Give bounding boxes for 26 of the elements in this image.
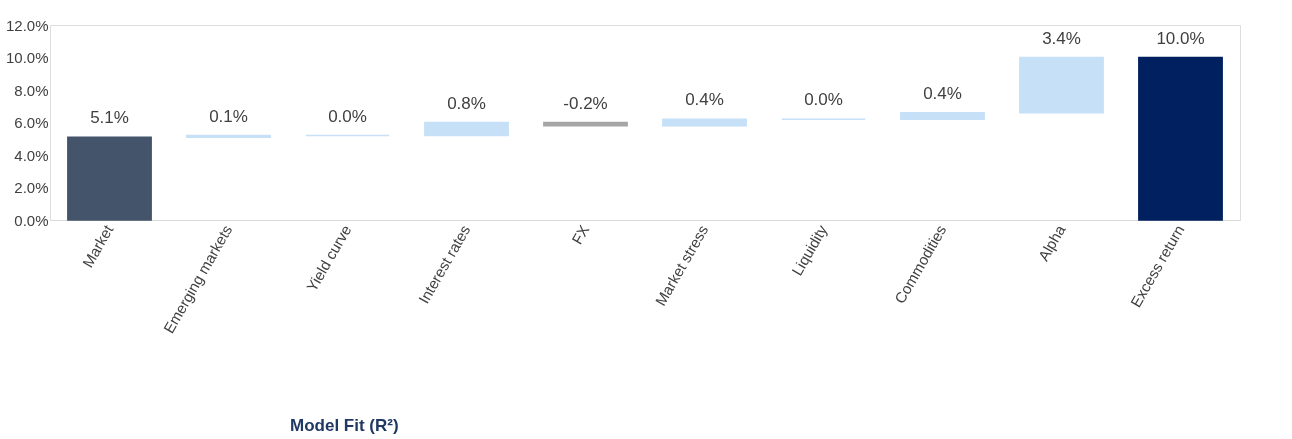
bar [662, 118, 747, 127]
data-label: 10.0% [1156, 28, 1205, 48]
bar [1138, 56, 1223, 221]
y-tick-label: 0.0% [14, 211, 49, 229]
data-label: 0.4% [685, 90, 724, 110]
data-label: 0.0% [328, 106, 367, 126]
data-label: 0.0% [804, 90, 843, 110]
data-label: 5.1% [90, 108, 129, 128]
bar [900, 112, 985, 120]
data-label: 0.1% [209, 106, 248, 126]
y-tick-label: 12.0% [5, 16, 49, 34]
data-label: -0.2% [563, 93, 608, 113]
y-tick-label: 6.0% [14, 114, 49, 131]
y-tick-label: 4.0% [14, 146, 49, 164]
x-tick-label: FX [568, 222, 593, 248]
text: Model Fit (R²) [290, 416, 399, 435]
y-tick-label: 2.0% [14, 179, 49, 196]
data-label: 0.4% [923, 83, 962, 103]
y-tick-label: 8.0% [14, 81, 49, 99]
data-label: 0.8% [447, 93, 486, 113]
bar [424, 121, 509, 137]
data-label: 3.4% [1042, 28, 1081, 48]
bar [67, 136, 152, 221]
bar [1019, 56, 1104, 114]
bar [543, 121, 628, 127]
y-tick-label: 10.0% [5, 49, 49, 66]
